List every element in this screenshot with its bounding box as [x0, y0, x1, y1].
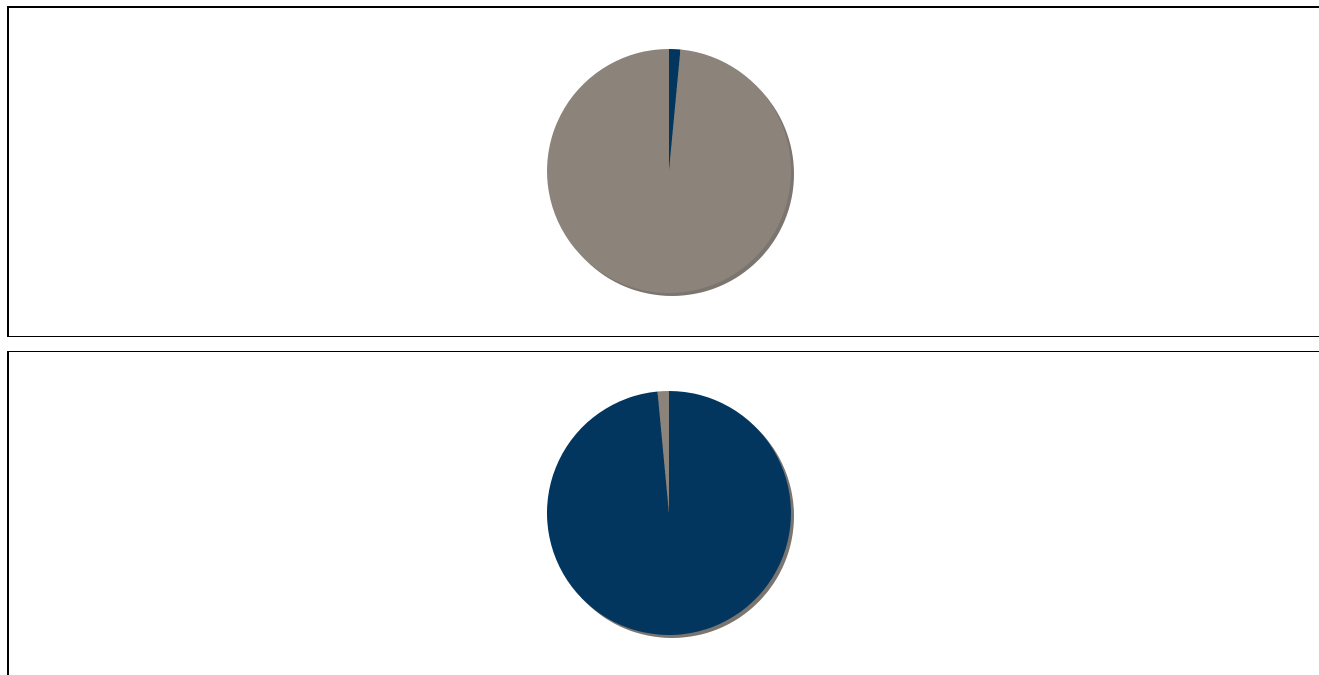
top-pie-chart	[9, 8, 1319, 337]
bottom-chart-panel	[7, 351, 1319, 675]
top-chart-panel	[7, 6, 1319, 337]
bottom-pie-chart	[9, 352, 1319, 675]
